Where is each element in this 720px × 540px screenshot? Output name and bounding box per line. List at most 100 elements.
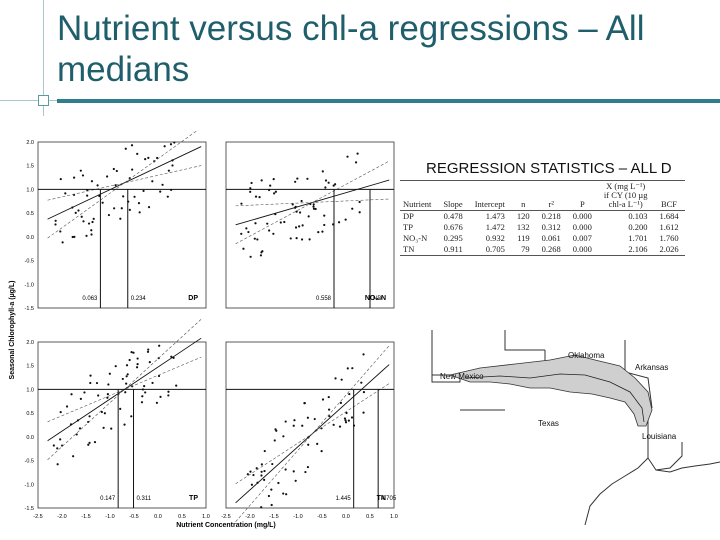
gulf-coastline [584,457,649,525]
data-point [59,177,62,181]
data-point [90,180,94,183]
x-tick-label: 0.5 [178,514,186,520]
data-point [79,169,82,172]
data-point [323,214,326,217]
threshold-value-left: 1.445 [336,496,352,502]
y-tick-label: 0.5 [26,411,34,417]
data-point [312,205,315,208]
data-point [321,230,324,233]
data-point [274,428,277,431]
data-point [158,344,161,347]
data-point [312,207,316,210]
data-point [279,221,282,224]
panel-label: NO₃-N [365,295,386,302]
data-point [148,361,151,364]
data-point [124,147,127,150]
data-point [100,410,103,414]
data-point [90,229,93,232]
data-point [272,177,275,181]
regression-statistics-table-image: Nutrient Slope Intercept n r² P X (mg L⁻… [396,178,720,280]
regression-statistics-heading: REGRESSION STATISTICS – ALL D [426,160,672,177]
data-point [347,419,350,422]
data-point [115,169,118,173]
data-point [358,211,361,214]
data-point [246,473,249,476]
y-tick-label: -0.5 [25,259,34,265]
x-tick-label: -0.5 [129,514,138,520]
data-point [93,440,97,444]
x-tick-label: -1.0 [293,514,302,520]
data-point [256,238,259,241]
cell-slope: 0.911 [437,244,469,256]
data-point [272,232,275,235]
data-point [70,393,73,396]
data-point [114,365,117,368]
data-point [147,156,150,159]
panel-label: DP [188,295,198,302]
cell-n: 119 [517,233,530,243]
data-point [283,220,286,224]
data-point [345,411,348,415]
decorative-vertical-rule [43,0,44,116]
data-point [89,381,92,385]
data-point [254,222,257,225]
regression-scatter-figure: DP 0.063 0.234 NO₃-N 0.558 ND TP 0.147 0.311 TN 1.… [9,130,398,529]
cell-nutrient: NO₃-N [403,233,428,243]
table-row: TN 0.911 0.705 79 0.268 0.000 2.106 2.026 [400,244,685,256]
data-point [122,195,125,198]
data-point [328,408,331,411]
y-tick-label: 2.0 [26,340,34,346]
x-tick-label: 0.5 [366,514,374,520]
label-louisiana: Louisiana [642,432,677,441]
data-point [83,391,86,394]
data-point [354,161,358,164]
cell-intercept: 1.473 [485,211,505,221]
data-point [110,427,113,430]
cell-x: 0.103 [628,211,648,221]
data-point [362,353,365,356]
data-point [253,237,256,240]
x-tick-label: -1.5 [81,514,90,520]
col-slope: Slope [437,180,469,211]
data-point [82,220,85,223]
y-tick-label: -1.0 [25,282,34,288]
data-point [263,478,266,481]
data-point [344,419,347,422]
data-point [159,395,162,398]
red-river-basin [448,354,653,427]
cell-n: 132 [516,222,530,232]
data-point [249,187,252,190]
threshold-value-right: 4.705 [381,496,397,502]
cell-x: 2.106 [597,244,654,256]
basin-location-map: Oklahoma Arkansas New Mexico Texas Louis… [431,330,720,525]
data-point [324,179,328,182]
cell-intercept: 0.705 [468,244,511,256]
boundary-tx-la [647,408,683,471]
y-tick-label: -0.5 [25,459,34,465]
y-tick-label: 0.5 [26,211,34,217]
data-point [313,417,316,421]
data-point [147,348,150,351]
data-point [263,449,266,453]
data-point [169,143,173,146]
data-point [161,183,164,186]
data-point [296,177,299,180]
confidence-band-line [47,165,202,201]
cell-x: 1.701 [628,233,648,243]
data-point [255,467,258,470]
data-point [78,427,82,430]
panel-frame [37,141,207,309]
threshold-value-left: 0.558 [316,296,332,302]
data-point [106,396,109,399]
x-tick-label: -1.0 [105,514,114,520]
data-point [130,415,133,418]
y-tick-label: 1.0 [26,387,34,393]
col-intercept: Intercept [468,180,511,211]
data-point [95,381,99,385]
confidence-band-line [235,345,390,522]
data-point [56,463,59,466]
data-point [137,202,141,205]
data-point [292,470,295,473]
data-point [273,192,276,195]
label-oklahoma: Oklahoma [568,351,605,360]
